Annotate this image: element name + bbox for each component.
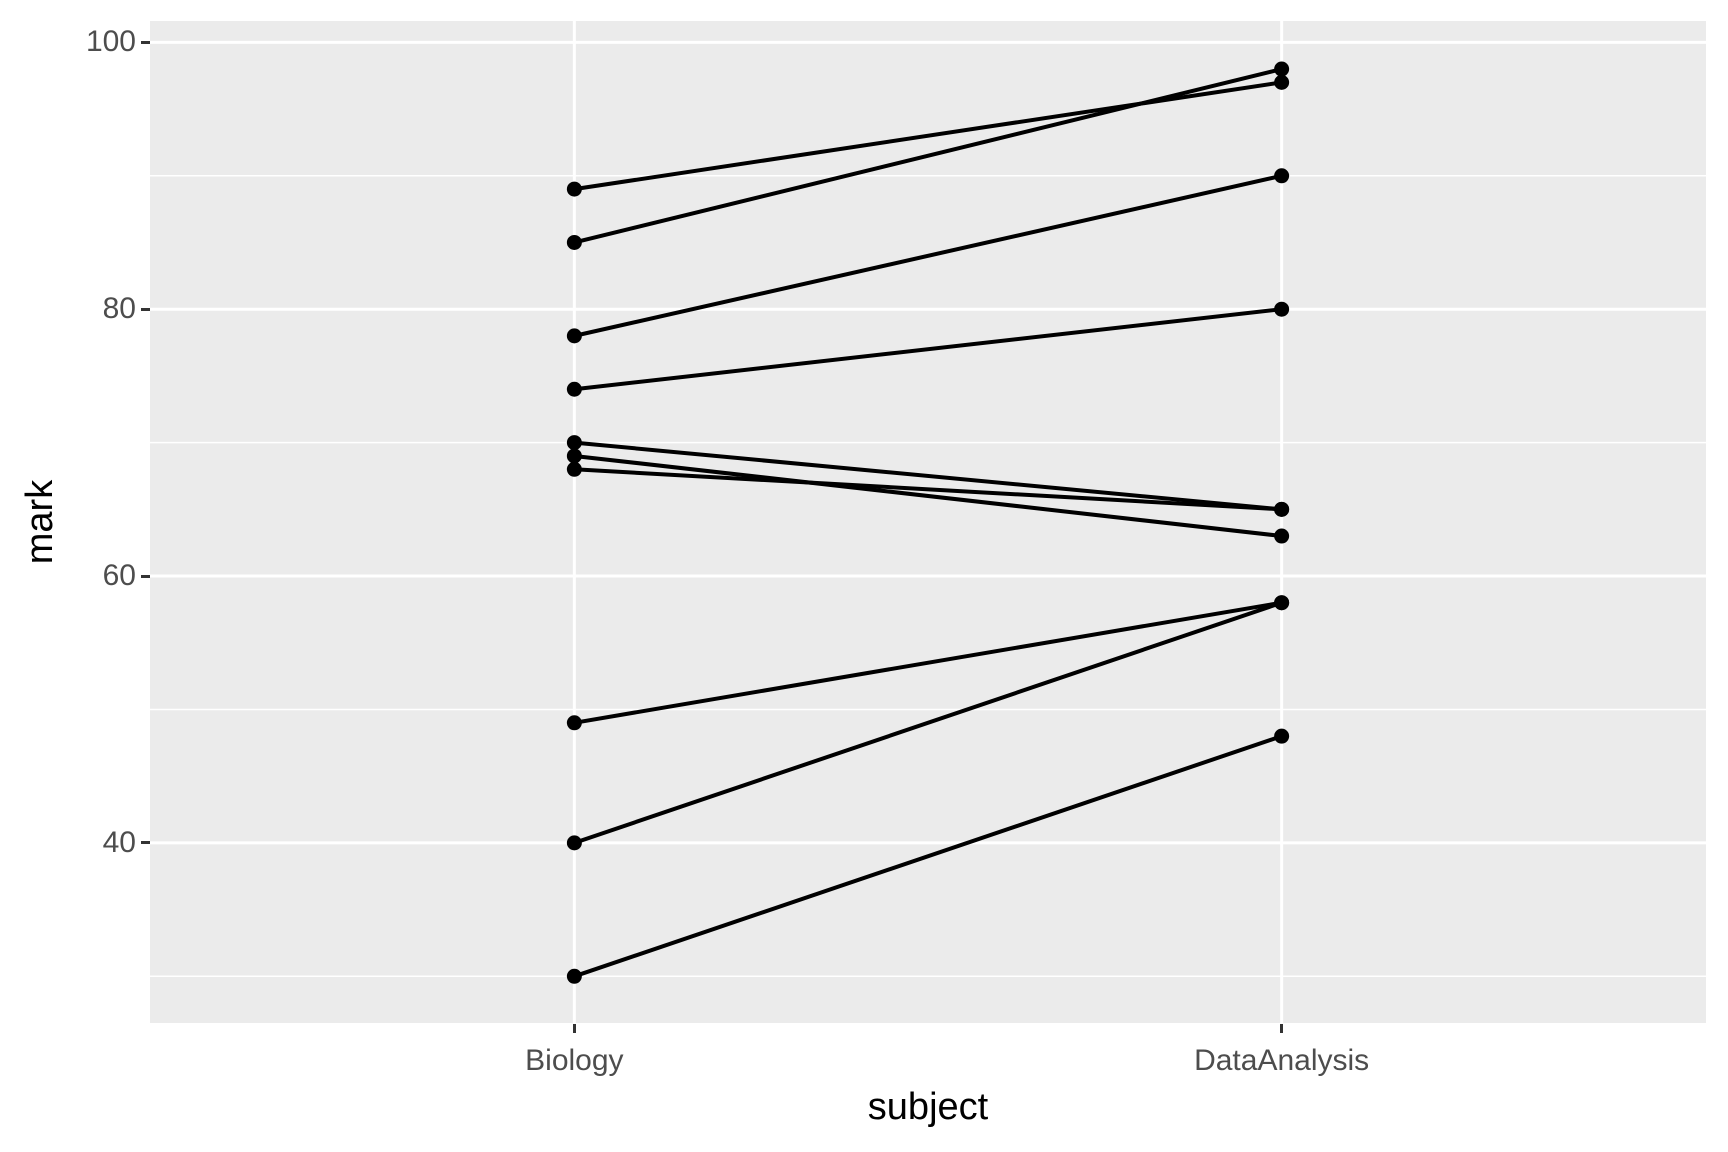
y-tick-mark [141,307,150,311]
data-point [566,715,582,731]
slope-line [574,440,1282,512]
x-tick-label: DataAnalysis [1194,1044,1370,1077]
data-point [1274,728,1290,744]
data-point [1274,501,1290,517]
data-point [1274,301,1290,317]
slope-line [574,453,1282,538]
data-point [566,461,582,477]
x-tick-mark [1280,1024,1284,1033]
slope-line [574,80,1282,192]
data-point [566,234,582,250]
data-point [566,381,582,397]
slope-line [574,307,1282,392]
y-tick-label: 100 [85,25,136,59]
x-tick-label: Biology [525,1044,624,1077]
slope-line [574,600,1282,725]
data-point [1274,168,1290,184]
y-tick-mark [141,574,150,578]
y-axis-title: mark [19,479,61,565]
y-tick-label: 60 [102,559,136,593]
slope-line [573,67,1283,245]
slope-line [573,173,1283,338]
y-tick-label: 40 [102,825,136,859]
slope-line [573,734,1283,979]
y-tick-mark [141,841,150,845]
data-point [566,435,582,451]
y-tick-mark [141,40,150,44]
data-point [566,448,582,464]
slope-line [574,467,1282,512]
data-point [566,328,582,344]
data-point [566,968,582,984]
plot-panel [150,21,1706,1023]
slope-line [573,600,1283,845]
data-point [566,181,582,197]
plot-area-svg [150,21,1706,1023]
data-point [1274,74,1290,90]
x-axis-title: subject [867,1086,989,1128]
x-tick-mark [572,1024,576,1033]
data-point [566,835,582,851]
data-point [1274,528,1290,544]
y-tick-label: 80 [102,292,136,326]
data-point [1274,61,1290,77]
data-point [1274,595,1290,611]
